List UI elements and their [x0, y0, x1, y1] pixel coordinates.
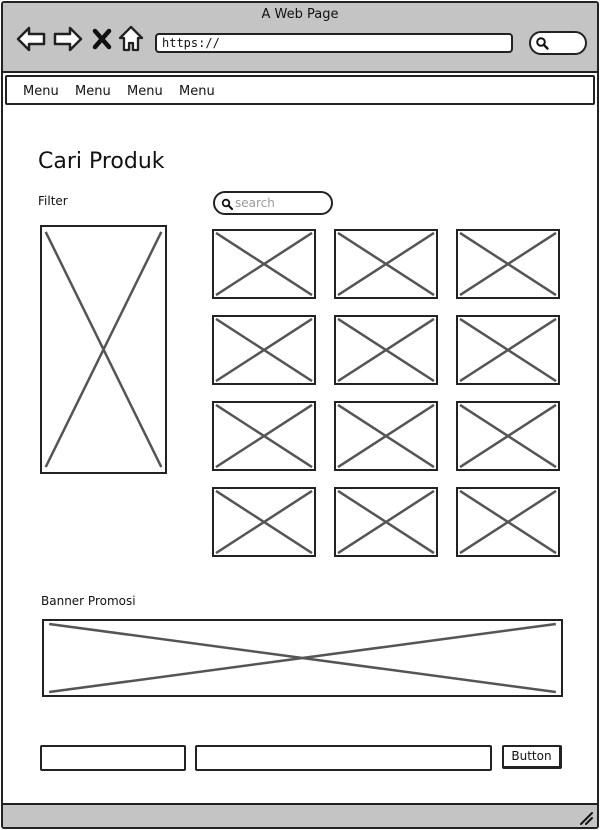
- banner-label: Banner Promosi: [41, 594, 136, 608]
- product-image-placeholder[interactable]: [456, 315, 560, 385]
- product-image-placeholder[interactable]: [456, 487, 560, 557]
- menu-item-1[interactable]: Menu: [23, 84, 59, 99]
- close-x-icon[interactable]: [89, 23, 115, 55]
- product-image-placeholder[interactable]: [334, 315, 438, 385]
- product-image-placeholder[interactable]: [212, 487, 316, 557]
- search-input[interactable]: [235, 195, 329, 211]
- product-search-field[interactable]: [213, 191, 333, 215]
- browser-search-field[interactable]: [529, 31, 587, 55]
- forward-arrow-icon[interactable]: [52, 23, 84, 55]
- product-image-placeholder[interactable]: [212, 401, 316, 471]
- status-bar: [3, 803, 597, 827]
- product-image-placeholder[interactable]: [212, 315, 316, 385]
- home-icon[interactable]: [117, 23, 145, 55]
- footer-input-2[interactable]: [195, 745, 492, 771]
- footer-button[interactable]: Button: [502, 745, 562, 769]
- menu-bar: Menu Menu Menu Menu: [5, 75, 595, 105]
- page-title: Cari Produk: [38, 149, 165, 174]
- filter-panel-placeholder: [40, 225, 167, 474]
- product-image-placeholder[interactable]: [334, 229, 438, 299]
- search-icon: [221, 198, 233, 210]
- product-image-placeholder[interactable]: [334, 487, 438, 557]
- window-title: A Web Page: [261, 7, 339, 22]
- promo-banner-placeholder[interactable]: [42, 619, 563, 697]
- search-icon: [536, 37, 549, 50]
- menu-item-4[interactable]: Menu: [179, 84, 215, 99]
- product-image-placeholder[interactable]: [456, 229, 560, 299]
- product-image-placeholder[interactable]: [212, 229, 316, 299]
- filter-label: Filter: [38, 194, 68, 208]
- menu-item-3[interactable]: Menu: [127, 84, 163, 99]
- url-bar[interactable]: https://: [155, 33, 513, 53]
- product-image-placeholder[interactable]: [334, 401, 438, 471]
- footer-input-1[interactable]: [40, 745, 186, 771]
- browser-chrome: A Web Page https://: [3, 3, 597, 73]
- product-image-placeholder[interactable]: [456, 401, 560, 471]
- product-grid: [212, 229, 562, 559]
- menu-item-2[interactable]: Menu: [75, 84, 111, 99]
- back-arrow-icon[interactable]: [15, 23, 47, 55]
- resize-grip-icon[interactable]: [579, 811, 593, 825]
